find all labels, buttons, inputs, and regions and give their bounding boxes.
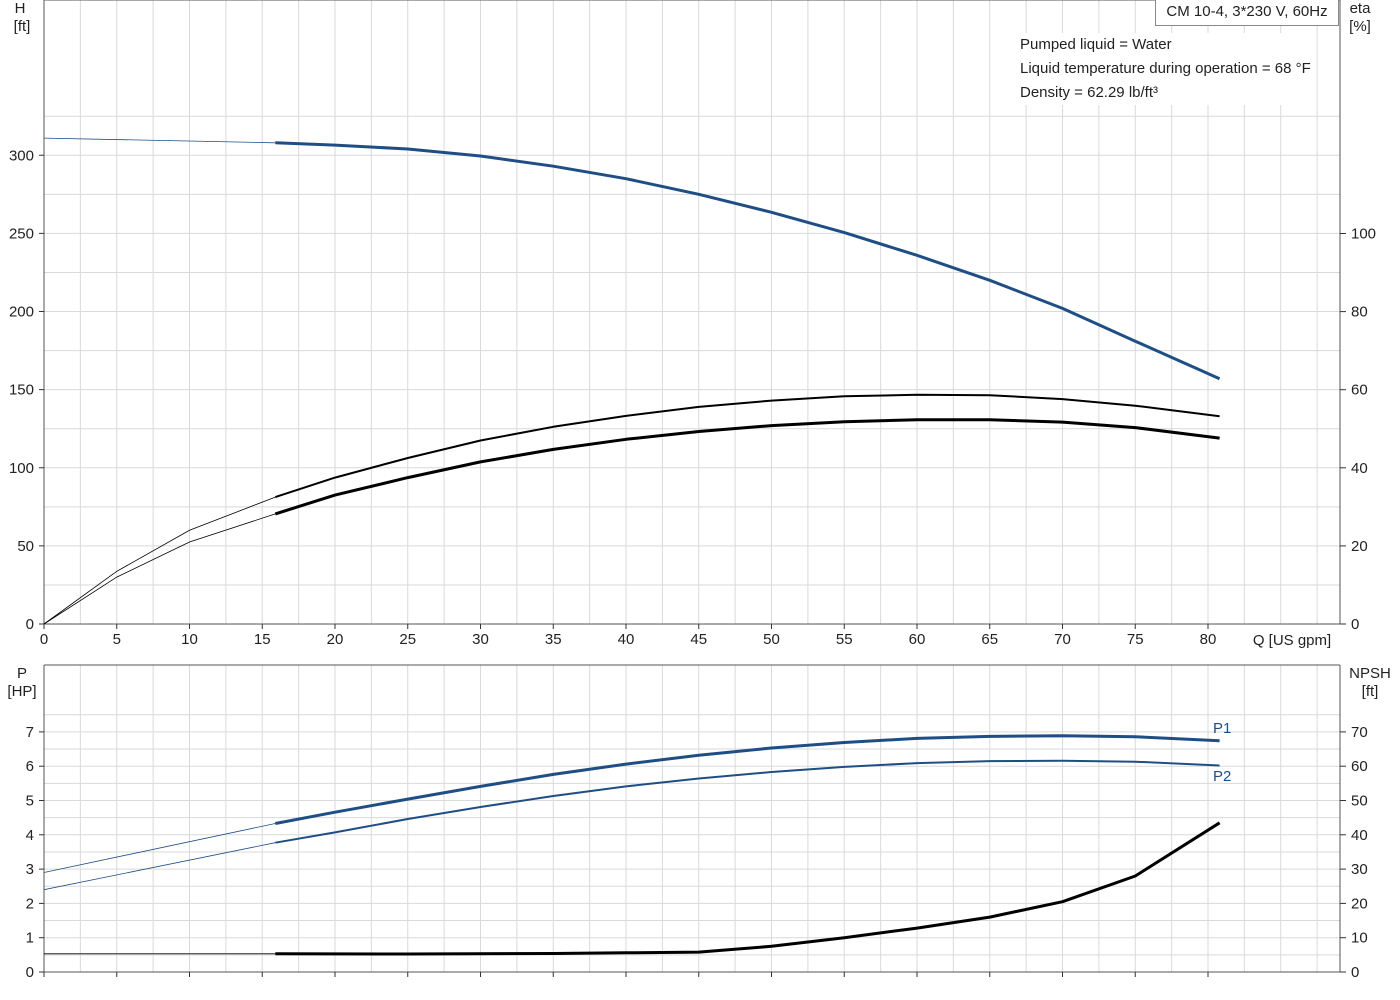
axes bbox=[43, 0, 1341, 973]
p2-curve-extrapolated bbox=[43, 842, 276, 891]
right-tick-label: 0 bbox=[1351, 964, 1359, 981]
x-tick-label: 10 bbox=[181, 631, 198, 648]
x-tick-label: 60 bbox=[909, 631, 926, 648]
x-tick-label: 70 bbox=[1054, 631, 1071, 648]
x-tick-label: 20 bbox=[327, 631, 344, 648]
h-curve-extrapolated bbox=[43, 137, 276, 144]
left-tick-label: 4 bbox=[26, 827, 34, 844]
x-tick-label: 45 bbox=[690, 631, 707, 648]
left-tick-label: 1 bbox=[26, 930, 34, 947]
npsh-axis-unit: [ft] bbox=[1362, 683, 1379, 700]
left-tick-label: 50 bbox=[17, 538, 34, 555]
x-tick-label: 35 bbox=[545, 631, 562, 648]
p1-label: P1 bbox=[1213, 720, 1231, 737]
right-tick-label: 20 bbox=[1351, 538, 1368, 555]
x-tick-label: 25 bbox=[399, 631, 416, 648]
left-tick-label: 6 bbox=[26, 758, 34, 775]
h-curve bbox=[275, 141, 1221, 381]
eta-upper-curve-extrapolated bbox=[43, 496, 276, 625]
x-tick-label: 55 bbox=[836, 631, 853, 648]
left-tick-label: 0 bbox=[26, 964, 34, 981]
left-tick-label: 5 bbox=[26, 793, 34, 810]
grid-bottom bbox=[44, 665, 1340, 972]
ticks: 0501001502002503000204060801000123456701… bbox=[9, 147, 1376, 981]
x-tick-label: 40 bbox=[618, 631, 635, 648]
left-tick-label: 100 bbox=[9, 460, 34, 477]
right-tick-label: 10 bbox=[1351, 930, 1368, 947]
grid-top bbox=[44, 0, 1340, 624]
eta-lower-curve-extrapolated bbox=[43, 513, 276, 625]
right-tick-label: 80 bbox=[1351, 304, 1368, 321]
q-axis-label: Q [US gpm] bbox=[1253, 632, 1331, 649]
npsh-curve bbox=[275, 821, 1221, 956]
chart-title: CM 10-4, 3*230 V, 60Hz bbox=[1155, 0, 1339, 26]
curves bbox=[43, 137, 1221, 956]
x-tick-label: 5 bbox=[113, 631, 121, 648]
p-axis-unit: [HP] bbox=[7, 683, 36, 700]
right-tick-label: 100 bbox=[1351, 226, 1376, 243]
right-tick-label: 50 bbox=[1351, 793, 1368, 810]
right-tick-label: 0 bbox=[1351, 616, 1359, 633]
eta-lower-curve bbox=[274, 418, 1220, 516]
left-tick-label: 3 bbox=[26, 861, 34, 878]
x-tick-label: 50 bbox=[763, 631, 780, 648]
x-tick-label: 0 bbox=[40, 631, 48, 648]
left-tick-label: 200 bbox=[9, 304, 34, 321]
eta-upper-curve bbox=[274, 393, 1220, 499]
npsh-axis-label: NPSH bbox=[1349, 665, 1391, 682]
x-tick-label: 65 bbox=[981, 631, 998, 648]
right-tick-label: 40 bbox=[1351, 460, 1368, 477]
right-tick-label: 30 bbox=[1351, 861, 1368, 878]
left-tick-label: 150 bbox=[9, 382, 34, 399]
left-tick-label: 250 bbox=[9, 225, 34, 242]
pumped-liquid-text: Pumped liquid = Water bbox=[1020, 36, 1172, 53]
right-tick-label: 40 bbox=[1351, 827, 1368, 844]
p2-label: P2 bbox=[1213, 768, 1231, 785]
right-tick-label: 60 bbox=[1351, 758, 1368, 775]
liquid-temperature-text: Liquid temperature during operation = 68… bbox=[1020, 60, 1311, 77]
fluid-info: Pumped liquid = Water Liquid temperature… bbox=[1020, 33, 1311, 105]
p2-curve bbox=[275, 759, 1220, 844]
right-tick-label: 20 bbox=[1351, 895, 1368, 912]
h-axis-label: H bbox=[15, 0, 26, 17]
x-tick-label: 75 bbox=[1127, 631, 1144, 648]
h-axis-unit: [ft] bbox=[14, 18, 31, 35]
eta-axis-unit: [%] bbox=[1349, 18, 1371, 35]
p1-curve-extrapolated bbox=[43, 823, 276, 873]
p-axis-label: P bbox=[17, 665, 27, 682]
right-tick-label: 60 bbox=[1351, 382, 1368, 399]
x-tick-label: 30 bbox=[472, 631, 489, 648]
left-tick-label: 7 bbox=[26, 724, 34, 741]
left-tick-label: 0 bbox=[26, 616, 34, 633]
p1-curve bbox=[275, 734, 1220, 825]
x-tick-label: 80 bbox=[1200, 631, 1217, 648]
right-tick-label: 70 bbox=[1351, 724, 1368, 741]
density-text: Density = 62.29 lb/ft³ bbox=[1020, 84, 1158, 101]
x-tick-label: 15 bbox=[254, 631, 271, 648]
left-tick-label: 300 bbox=[9, 147, 34, 164]
left-tick-label: 2 bbox=[26, 895, 34, 912]
eta-axis-label: eta bbox=[1350, 0, 1372, 17]
